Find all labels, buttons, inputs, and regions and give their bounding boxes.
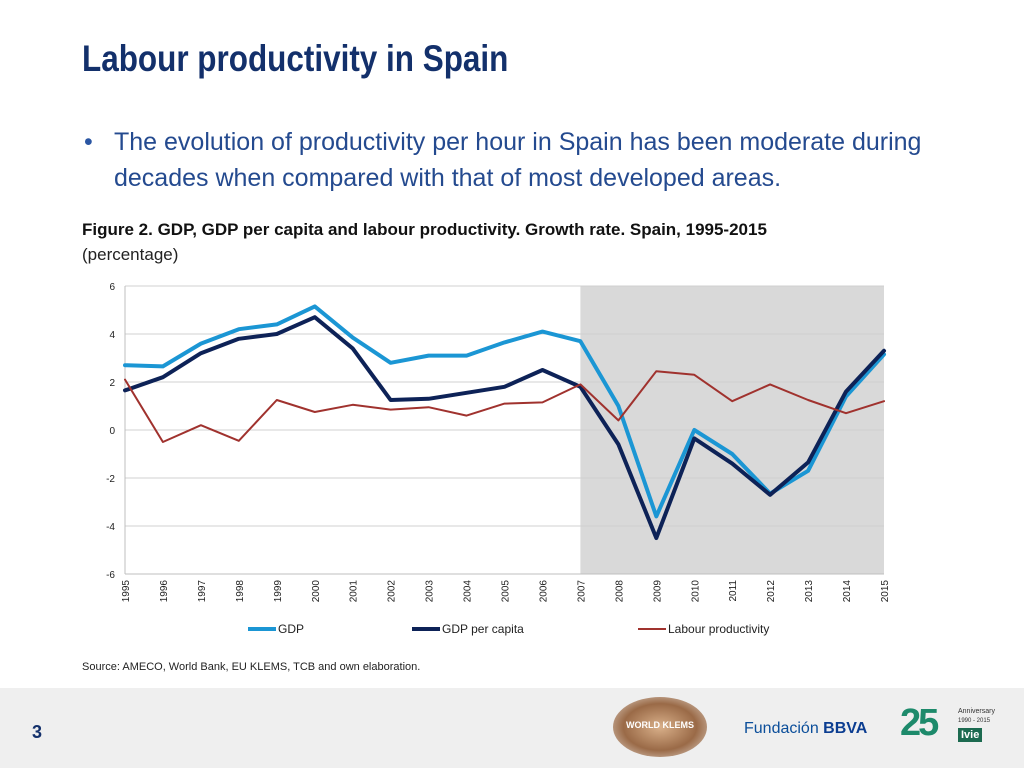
x-tick-label: 2008 bbox=[614, 580, 625, 603]
x-tick-label: 2001 bbox=[349, 580, 360, 603]
x-tick-label: 2011 bbox=[728, 580, 739, 602]
legend-label: Labour productivity bbox=[668, 622, 769, 636]
x-tick-label: 1998 bbox=[235, 580, 246, 603]
ivie-anniversary-text: Anniversary bbox=[958, 708, 995, 715]
legend-label: GDP per capita bbox=[442, 622, 524, 636]
page-title: Labour productivity in Spain bbox=[82, 38, 509, 79]
world-klems-logo: WORLD KLEMS bbox=[613, 697, 707, 757]
x-tick-label: 2002 bbox=[387, 580, 398, 603]
x-tick-label: 2003 bbox=[425, 580, 436, 603]
fundacion-text: Fundación bbox=[744, 720, 819, 737]
bbva-text: BBVA bbox=[823, 720, 868, 737]
y-tick-label: -2 bbox=[106, 474, 115, 485]
x-tick-label: 2010 bbox=[690, 580, 701, 603]
y-tick-label: -4 bbox=[106, 522, 115, 533]
x-tick-label: 2000 bbox=[311, 580, 322, 603]
source-note: Source: AMECO, World Bank, EU KLEMS, TCB… bbox=[82, 661, 421, 673]
bullet-text: The evolution of productivity per hour i… bbox=[114, 128, 922, 192]
ivie-25-text: 25 bbox=[900, 702, 939, 744]
x-tick-label: 1996 bbox=[159, 580, 170, 603]
figure-subtitle: (percentage) bbox=[82, 245, 179, 264]
x-tick-label: 2015 bbox=[880, 580, 891, 603]
page-number: 3 bbox=[32, 722, 43, 742]
y-tick-label: 0 bbox=[109, 426, 115, 437]
x-tick-label: 2004 bbox=[463, 580, 474, 603]
x-tick-label: 2012 bbox=[766, 580, 777, 603]
footer-bar bbox=[0, 688, 1024, 768]
x-tick-label: 2006 bbox=[538, 580, 549, 603]
ivie-name-text: Ivie bbox=[958, 728, 983, 742]
y-tick-label: -6 bbox=[106, 570, 115, 581]
y-tick-label: 2 bbox=[109, 378, 115, 389]
legend-label: GDP bbox=[278, 622, 304, 636]
figure-title: Figure 2. GDP, GDP per capita and labour… bbox=[82, 220, 767, 239]
x-tick-label: 1997 bbox=[197, 580, 208, 603]
x-tick-label: 1995 bbox=[121, 580, 132, 603]
ivie-anniversary-logo: 25 Anniversary 1990 - 2015 Ivie bbox=[900, 702, 995, 746]
ivie-years-text: 1990 - 2015 bbox=[958, 718, 991, 724]
x-tick-label: 2005 bbox=[501, 580, 512, 603]
x-tick-label: 2013 bbox=[804, 580, 815, 603]
line-chart: 6 4 2 0 -2 -4 -6 1995 1996 1997 1998 1999 2000 2001 20… bbox=[106, 282, 891, 636]
x-tick-label: 2009 bbox=[652, 580, 663, 603]
x-tick-label: 2014 bbox=[842, 580, 853, 603]
x-tick-label: 1999 bbox=[273, 580, 284, 603]
y-tick-label: 4 bbox=[109, 330, 115, 341]
world-klems-logo-text: WORLD KLEMS bbox=[626, 720, 694, 730]
x-tick-label: 2007 bbox=[576, 580, 587, 603]
bullet-marker: • bbox=[84, 128, 93, 156]
fundacion-bbva-logo: Fundación BBVA bbox=[744, 720, 867, 738]
y-tick-label: 6 bbox=[109, 282, 115, 293]
